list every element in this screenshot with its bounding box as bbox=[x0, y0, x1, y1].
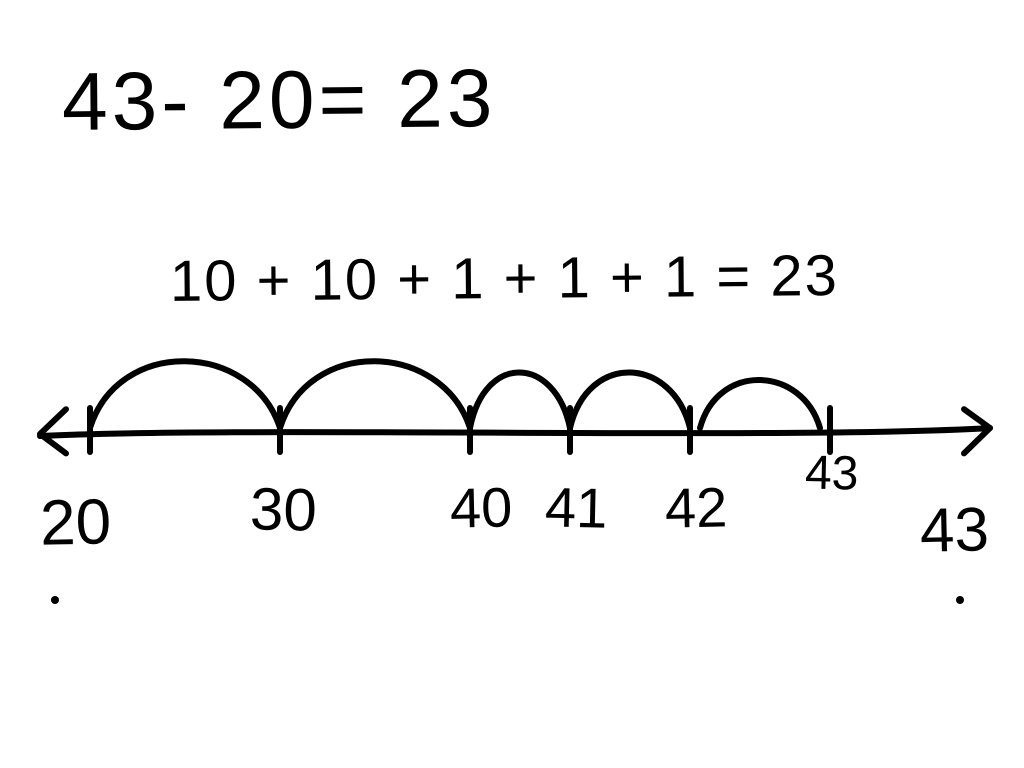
tick-label: 30 bbox=[249, 479, 317, 540]
whiteboard: 43- 20= 23 10 + 10 + 1 + 1 + 1 = 23 20 30… bbox=[0, 0, 1024, 768]
tick-label: 20 bbox=[39, 489, 112, 554]
sum-breakdown-text: 10 + 10 + 1 + 1 + 1 = 23 bbox=[170, 247, 839, 311]
tick-label: 43 bbox=[805, 449, 859, 498]
tick-label: 43 bbox=[919, 499, 989, 562]
equation-text: 43- 20= 23 bbox=[62, 58, 497, 144]
tick-label: 40 bbox=[449, 479, 512, 536]
tick-label: 42 bbox=[664, 479, 727, 536]
tick-label: 41 bbox=[544, 479, 607, 536]
